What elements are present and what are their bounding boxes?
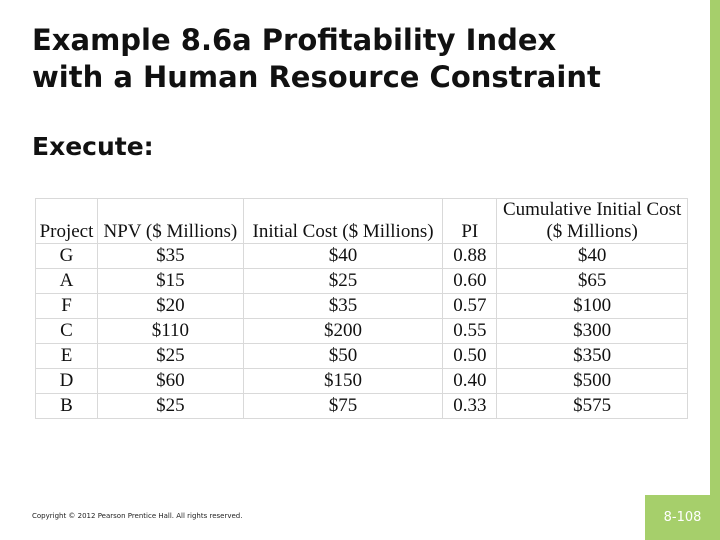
table-cell: 0.57 [442,293,498,319]
header-row: Project NPV ($ Millions) Initial Cost ($ M… [35,198,688,244]
table-cell: $35 [242,293,444,319]
table-cell: $200 [242,318,444,344]
header-cell: Project [35,198,98,244]
table-row: G $35 $40 0.88 $40 [35,243,688,269]
table-cell: $150 [242,368,444,394]
table-cell: $35 [96,243,244,269]
table-cell: G [35,243,98,269]
copyright: Copyright © 2012 Pearson Prentice Hall. … [32,512,243,520]
table-cell: 0.60 [442,268,498,294]
table-row: D $60 $150 0.40 $500 [35,368,688,394]
table-cell: $300 [496,318,688,344]
table-cell: $500 [496,368,688,394]
table-cell: $15 [96,268,244,294]
table-cell: 0.55 [442,318,498,344]
table-cell: $20 [96,293,244,319]
green-strip [710,0,720,495]
table-row: F $20 $35 0.57 $100 [35,293,688,319]
table-row: C $110 $200 0.55 $300 [35,318,688,344]
table-cell: $25 [242,268,444,294]
table-cell: $65 [496,268,688,294]
header-cell: Cumulative Initial Cost ($ Millions) [496,198,688,244]
table-cell: $575 [496,393,688,419]
title-line: with a Human Resource Constraint [32,60,601,94]
table-cell: A [35,268,98,294]
title: Example 8.6a Profitability Index with a … [32,22,601,96]
table-cell: E [35,343,98,369]
table-cell: 0.33 [442,393,498,419]
page-number: 8-108 [645,495,720,540]
table-cell: $110 [96,318,244,344]
table-cell: $25 [96,343,244,369]
table-cell: C [35,318,98,344]
header-cell: NPV ($ Millions) [96,198,244,244]
table-row: A $15 $25 0.60 $65 [35,268,688,294]
title-line: Example 8.6a Profitability Index [32,23,557,57]
table-cell: D [35,368,98,394]
table-cell: 0.88 [442,243,498,269]
table-cell: $60 [96,368,244,394]
header-cell: Initial Cost ($ Millions) [242,198,444,244]
table-cell: $25 [96,393,244,419]
table-cell: $40 [242,243,444,269]
table-cell: $50 [242,343,444,369]
table-cell: F [35,293,98,319]
table-cell: $40 [496,243,688,269]
data-table: Project NPV ($ Millions) Initial Cost ($ M… [35,198,688,419]
table-cell: 0.40 [442,368,498,394]
table-cell: B [35,393,98,419]
header-cell: PI [442,198,498,244]
table-row: E $25 $50 0.50 $350 [35,343,688,369]
table-cell: $350 [496,343,688,369]
table-body: G $35 $40 0.88 $40 A $15 $25 0.60 $65 F $20 $35 0.57 $… [35,243,688,419]
table-cell: 0.50 [442,343,498,369]
subtitle: Execute: [32,132,154,161]
table-row: B $25 $75 0.33 $575 [35,393,688,419]
table-cell: $75 [242,393,444,419]
table-cell: $100 [496,293,688,319]
